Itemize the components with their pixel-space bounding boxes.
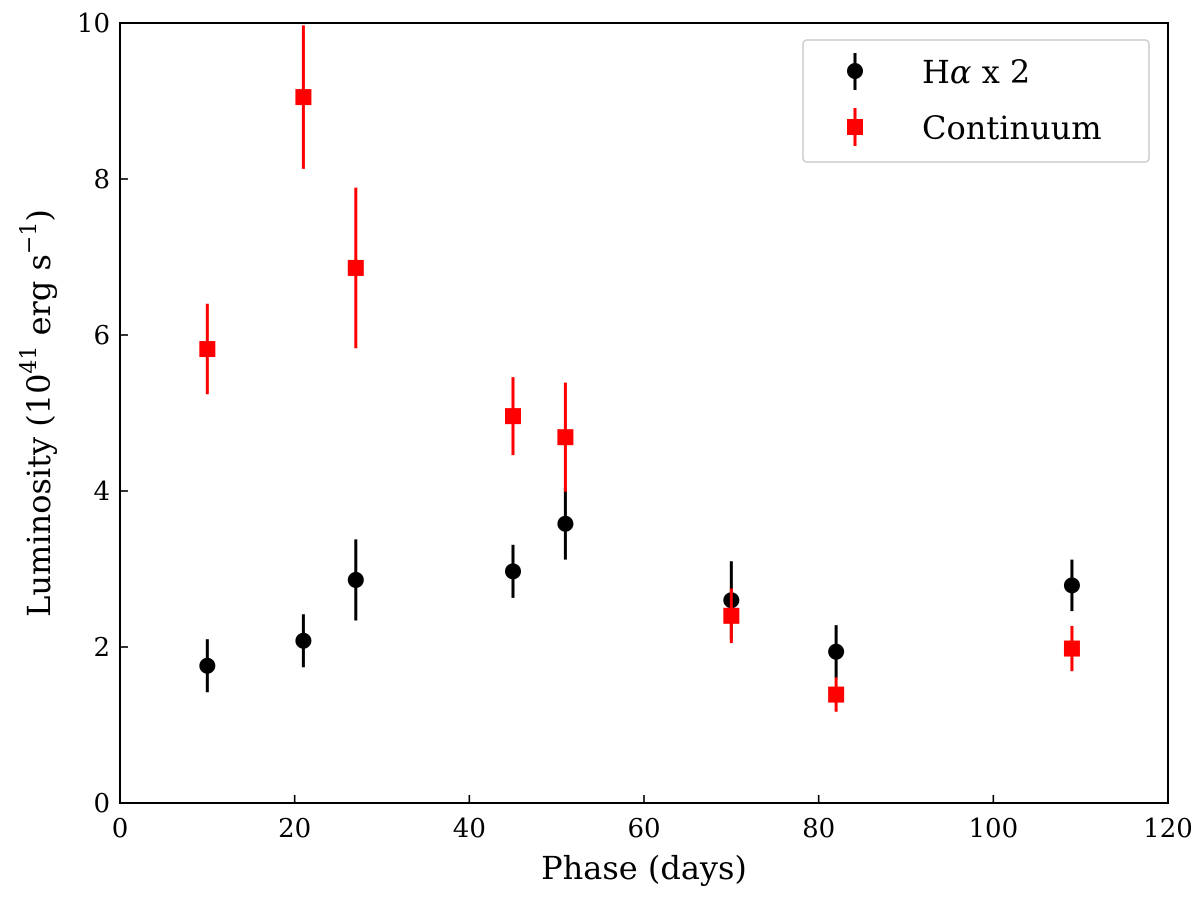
y-tick-label: 0 (93, 789, 110, 819)
data-point (347, 571, 364, 588)
x-tick-label: 0 (112, 814, 129, 844)
legend: Hα x 2 Continuum (802, 39, 1150, 163)
data-point (1063, 640, 1080, 657)
data-point (505, 408, 521, 425)
series-layer (199, 25, 1080, 712)
data-point (199, 341, 216, 358)
legend-halpha-label: Hα x 2 (922, 53, 1030, 91)
x-tick-label: 40 (453, 814, 486, 844)
data-point (347, 259, 364, 276)
data-point (295, 632, 312, 649)
plot-frame (119, 22, 1169, 804)
data-point (1063, 577, 1080, 594)
legend-entry-continuum: Continuum (847, 108, 1102, 147)
data-point (723, 607, 740, 624)
legend-box (802, 39, 1150, 163)
legend-continuum-marker (847, 119, 863, 135)
y-tick-label: 6 (93, 321, 110, 351)
data-point (557, 429, 574, 446)
x-tick-label: 100 (969, 814, 1019, 844)
data-point (199, 657, 216, 674)
data-point (828, 686, 845, 703)
y-axis-title: Luminosity (1041 erg s−1) (17, 209, 58, 617)
legend-entry-halpha: Hα x 2 (847, 53, 1030, 91)
data-point (557, 515, 574, 532)
data-point (828, 643, 845, 660)
y-tick-label: 4 (93, 477, 110, 507)
x-tick-label: 20 (278, 814, 311, 844)
legend-halpha-marker (847, 63, 863, 79)
y-tick-label: 10 (77, 9, 110, 39)
data-point (505, 563, 521, 580)
legend-continuum-label: Continuum (922, 109, 1102, 147)
series-0 (199, 487, 1080, 693)
y-tick-label: 2 (93, 633, 110, 663)
x-tick-label: 120 (1143, 814, 1193, 844)
x-axis-title: Phase (days) (541, 849, 747, 887)
y-tick-label: 8 (93, 165, 110, 195)
series-1 (199, 25, 1080, 712)
data-point (295, 89, 312, 106)
x-tick-label: 80 (802, 814, 835, 844)
x-tick-label: 60 (627, 814, 660, 844)
